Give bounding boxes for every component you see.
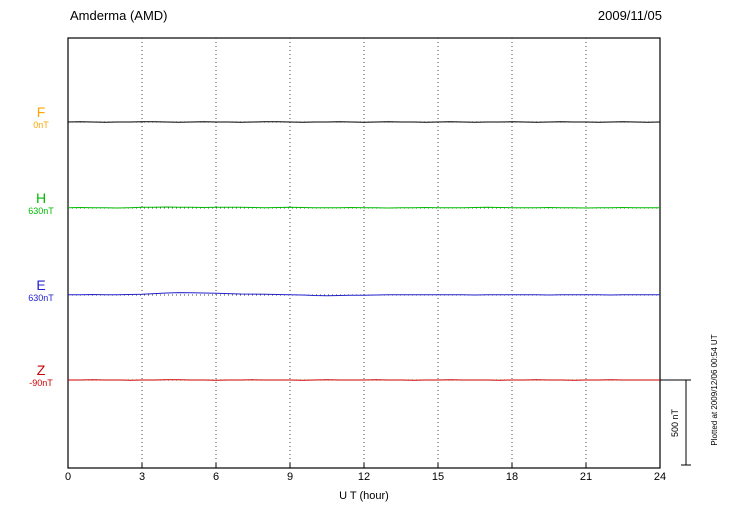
component-label-h: H 630nT	[14, 190, 68, 217]
x-tick-label: 21	[579, 471, 593, 483]
component-baseline-value: 0nT	[33, 120, 49, 130]
component-baseline-value: -90nT	[29, 378, 53, 388]
component-letter: H	[35, 190, 47, 206]
component-label-z: Z -90nT	[14, 362, 68, 389]
observation-date: 2009/11/05	[597, 8, 662, 23]
x-axis-title: U T (hour)	[339, 490, 389, 502]
x-tick-label: 12	[357, 471, 371, 483]
component-letter: Z	[36, 362, 46, 378]
component-label-f: F 0nT	[14, 104, 68, 131]
x-tick-label: 9	[286, 471, 294, 483]
component-letter: E	[36, 277, 46, 293]
plotted-at-note: Plotted at 2009/12/06 00:54 UT	[710, 334, 719, 446]
component-baseline-value: 630nT	[28, 206, 54, 216]
station-title: Amderma (AMD)	[70, 8, 168, 23]
x-tick-label: 15	[431, 471, 445, 483]
component-letter: F	[36, 104, 46, 120]
component-label-e: E 630nT	[14, 277, 68, 304]
x-tick-label: 18	[505, 471, 519, 483]
x-tick-label: 24	[653, 471, 667, 483]
scale-bar-label: 500 nT	[670, 408, 680, 438]
x-tick-label: 0	[64, 471, 72, 483]
x-tick-label: 6	[212, 471, 220, 483]
x-tick-label: 3	[138, 471, 146, 483]
component-baseline-value: 630nT	[28, 293, 54, 303]
